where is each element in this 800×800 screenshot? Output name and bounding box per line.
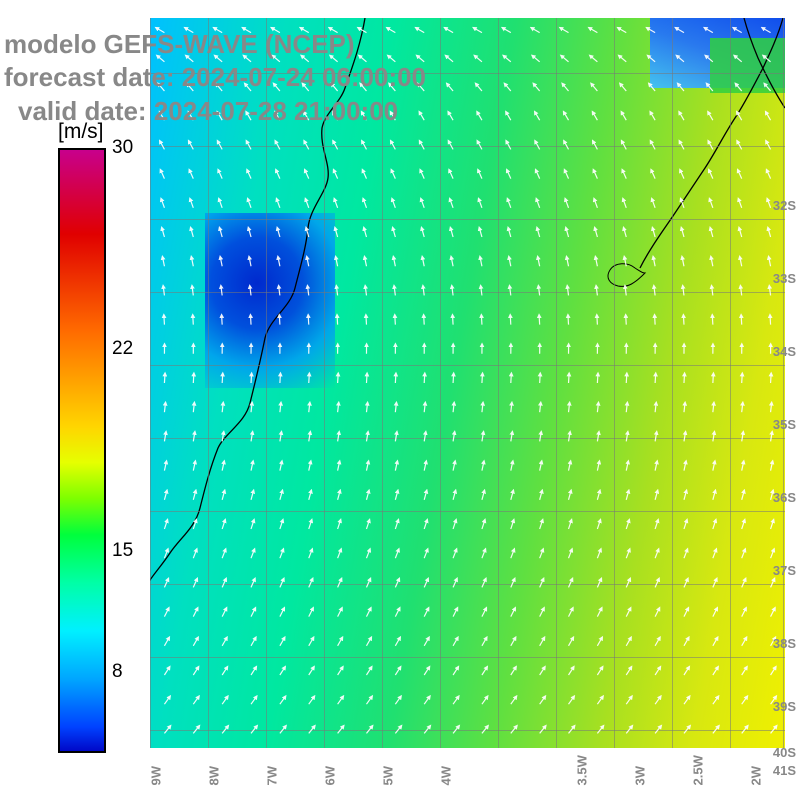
lat-label-37s: 37S: [773, 563, 796, 578]
colorbar-tick-8: 8: [112, 661, 123, 683]
colorbar-tick-30: 30: [112, 137, 133, 159]
lon-label-2-5w: 2.5W: [691, 755, 706, 785]
colorbar-gradient[interactable]: [58, 148, 106, 753]
lat-label-39s: 39S: [773, 699, 796, 714]
lon-label-6w: 6W: [323, 766, 338, 786]
valid-date-label: valid date: 2024-07-28 21:00:00: [4, 95, 426, 128]
title-block: modelo GEFS-WAVE (NCEP) forecast date: 2…: [4, 28, 426, 128]
lon-label-3-5w: 3.5W: [575, 755, 590, 785]
lon-label-5w: 5W: [381, 766, 396, 786]
lat-label-36s: 36S: [773, 490, 796, 505]
lat-label-35s: 35S: [773, 417, 796, 432]
lon-label-8w: 8W: [207, 766, 222, 786]
colorbar-tick-15: 15: [112, 540, 133, 562]
lat-label-38s: 38S: [773, 636, 796, 651]
lat-label-34s: 34S: [773, 344, 796, 359]
lon-label-9w: 9W: [149, 766, 164, 786]
lon-label-3w: 3W: [633, 766, 648, 786]
lat-label-41s: 41S: [773, 763, 796, 778]
colorbar-container[interactable]: [m/s] 30 22 15 8: [16, 148, 92, 753]
lat-label-33s: 33S: [773, 271, 796, 286]
lon-label-7w: 7W: [265, 766, 280, 786]
lon-label-4w: 4W: [439, 766, 454, 786]
wind-map-screenshot: modelo GEFS-WAVE (NCEP) forecast date: 2…: [0, 0, 800, 800]
lat-label-32s: 32S: [773, 198, 796, 213]
colorbar-tick-22: 22: [112, 338, 133, 360]
lat-label-40s: 40S: [773, 745, 796, 760]
forecast-date-label: forecast date: 2024-07-24 06:00:00: [4, 61, 426, 94]
lon-label-2w: 2W: [749, 766, 764, 786]
model-title: modelo GEFS-WAVE (NCEP): [4, 28, 426, 61]
